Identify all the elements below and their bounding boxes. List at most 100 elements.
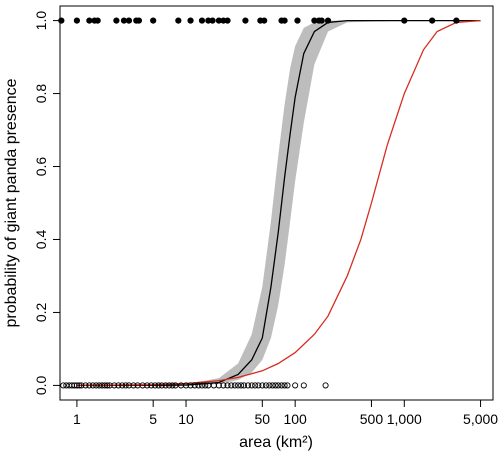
- present-point: [86, 17, 93, 24]
- present-point: [318, 17, 325, 24]
- present-point: [453, 17, 460, 24]
- present-point: [113, 17, 120, 24]
- absent-point: [248, 382, 255, 389]
- absent-point: [151, 382, 159, 389]
- present-point: [198, 17, 206, 24]
- absent-point: [111, 382, 118, 389]
- present-point: [175, 17, 182, 24]
- y-axis: 0.0 0.2 0.4 0.6 0.8 1.0: [33, 11, 60, 395]
- absent-point: [220, 382, 227, 389]
- absent-point: [244, 382, 252, 389]
- absent-point: [231, 382, 238, 389]
- x-tick-label: 500: [360, 411, 384, 427]
- absent-point: [292, 382, 299, 389]
- absent-point: [139, 382, 146, 389]
- data-points-layer: [58, 17, 460, 389]
- present-point: [242, 17, 249, 24]
- y-tick-label: 0.8: [33, 84, 49, 104]
- x-axis-title: area (km²): [239, 434, 313, 451]
- absent-point: [182, 382, 190, 389]
- x-tick-label: 5,000: [463, 411, 498, 427]
- confidence-band: [76, 20, 481, 386]
- present-point: [294, 17, 301, 24]
- absent-point: [238, 382, 245, 389]
- absent-point: [281, 382, 288, 389]
- present-point: [125, 17, 133, 24]
- y-tick-label: 0.2: [33, 303, 49, 323]
- present-point: [281, 17, 288, 24]
- absent-point: [284, 382, 291, 389]
- present-point: [324, 17, 332, 24]
- absent-point: [322, 382, 329, 389]
- confidence-band-layer: [76, 20, 481, 386]
- present-point: [187, 17, 194, 24]
- absent-point: [215, 382, 222, 389]
- absent-point: [125, 382, 133, 389]
- absent-point: [166, 382, 173, 389]
- absent-point: [78, 382, 85, 389]
- present-point: [224, 17, 231, 24]
- x-tick-label: 100: [283, 411, 307, 427]
- absent-point: [148, 382, 155, 389]
- y-tick-label: 0.4: [33, 230, 49, 250]
- y-axis-title: probability of giant panda presence: [3, 78, 20, 327]
- x-tick-label: 5: [149, 411, 157, 427]
- absent-point: [122, 382, 129, 389]
- absent-point: [195, 382, 202, 389]
- absent-point: [130, 382, 137, 389]
- x-tick-label: 1,000: [387, 411, 422, 427]
- present-point: [150, 17, 157, 24]
- absent-point: [115, 382, 122, 389]
- absent-point: [187, 382, 194, 389]
- absent-point: [155, 382, 162, 389]
- absent-point: [144, 382, 151, 389]
- absent-point: [224, 382, 231, 389]
- absent-point: [202, 382, 209, 389]
- absent-point: [240, 382, 248, 389]
- plot-frame: [59, 5, 494, 401]
- present-point: [135, 17, 143, 24]
- present-point: [73, 17, 80, 24]
- absent-point: [89, 382, 96, 389]
- absent-point: [86, 382, 93, 389]
- absent-point: [278, 382, 285, 389]
- absent-point: [266, 382, 273, 389]
- x-tick-label: 1: [73, 411, 81, 427]
- absent-point: [169, 382, 176, 389]
- absent-point: [93, 382, 100, 389]
- absent-point: [104, 382, 111, 389]
- absent-point: [119, 382, 126, 389]
- absent-point: [252, 382, 259, 389]
- absent-point: [106, 382, 113, 389]
- absent-point: [272, 382, 279, 389]
- absent-point: [259, 382, 266, 389]
- absent-point: [300, 382, 307, 389]
- absent-point: [82, 382, 89, 389]
- absent-point: [269, 382, 276, 389]
- absent-point: [73, 382, 80, 389]
- absent-point: [262, 382, 270, 389]
- absent-point: [235, 382, 242, 389]
- absent-point: [255, 382, 262, 389]
- absent-point: [228, 382, 235, 389]
- absent-point: [191, 382, 198, 389]
- x-tick-label: 50: [255, 411, 271, 427]
- absent-point: [162, 382, 169, 389]
- present-point: [209, 17, 216, 24]
- absent-point: [198, 382, 206, 389]
- present-point: [429, 17, 436, 24]
- x-tick-label: 10: [178, 411, 194, 427]
- y-tick-label: 1.0: [33, 11, 49, 31]
- absent-point: [60, 382, 67, 389]
- absent-point: [76, 382, 83, 389]
- absent-point: [158, 382, 165, 389]
- absent-point: [275, 382, 282, 389]
- y-tick-label: 0.6: [33, 157, 49, 177]
- present-point: [94, 17, 101, 24]
- y-tick-label: 0.0: [33, 375, 49, 395]
- present-point: [401, 17, 408, 24]
- series-line-1: [76, 19, 481, 387]
- present-point: [261, 17, 268, 24]
- x-axis: 1 5 10 50 100 500 1,000 5,000: [73, 400, 498, 427]
